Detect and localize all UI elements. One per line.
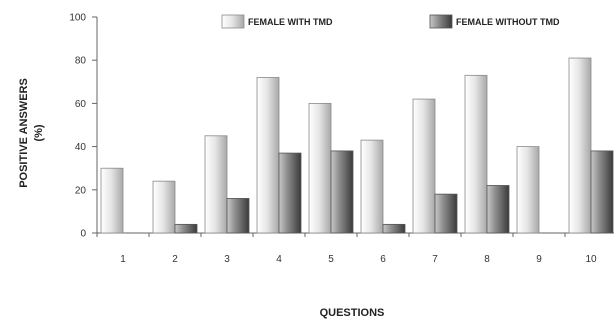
bar-female-with-tmd-q6: [360, 139, 384, 234]
x-tick-label: 4: [276, 254, 282, 265]
legend-swatch-female-with-tmd: [221, 14, 245, 29]
x-tick-label: 10: [585, 254, 597, 265]
bar-female-with-tmd-q4: [256, 77, 280, 234]
x-tick-label: 5: [328, 254, 334, 265]
x-tick-label: 1: [120, 254, 126, 265]
y-tick-label: 100: [69, 13, 86, 24]
bar-female-with-tmd-q1: [100, 167, 124, 234]
x-axis: 1 2 3 4 5 6 7 8 9 10: [96, 232, 614, 265]
x-tick-label: 8: [484, 254, 490, 265]
x-axis-title: QUESTIONS: [320, 307, 385, 319]
y-tick-label: 0: [80, 229, 86, 240]
bars-group: [100, 57, 614, 234]
legend-label-female-without-tmd: FEMALE WITHOUT TMD: [456, 17, 560, 27]
bar-female-with-tmd-q8: [464, 74, 488, 234]
bar-female-with-tmd-q5: [308, 103, 332, 234]
bar-female-without-tmd-q3: [226, 198, 250, 234]
bar-female-with-tmd-q2: [152, 180, 176, 234]
bar-female-without-tmd-q2: [174, 223, 198, 234]
y-tick-label: 20: [75, 185, 87, 196]
x-tick-label: 2: [172, 254, 178, 265]
bar-female-without-tmd-q5: [330, 150, 354, 234]
y-axis: 0 20 40 60 80 100: [69, 13, 98, 240]
legend-label-female-with-tmd: FEMALE WITH TMD: [248, 17, 333, 27]
x-tick-label: 6: [380, 254, 386, 265]
bar-female-without-tmd-q7: [434, 193, 458, 234]
bar-female-without-tmd-q4: [278, 152, 302, 234]
y-tick-label: 40: [75, 142, 87, 153]
y-axis-title-line2: (%): [33, 124, 45, 141]
bar-female-without-tmd-q8: [486, 185, 510, 234]
y-tick-label: 80: [75, 56, 87, 67]
x-tick-label: 3: [224, 254, 230, 265]
bar-female-with-tmd-q10: [568, 57, 592, 234]
bar-female-without-tmd-q6: [382, 223, 406, 234]
legend: FEMALE WITH TMD FEMALE WITHOUT TMD: [221, 14, 560, 29]
bar-female-with-tmd-q3: [204, 135, 228, 234]
bar-female-without-tmd-q10: [590, 150, 614, 234]
bar-female-with-tmd-q9: [516, 146, 540, 234]
y-axis-title-line1: POSITIVE ANSWERS: [18, 78, 30, 188]
y-tick-label: 60: [75, 99, 87, 110]
x-tick-label: 9: [536, 254, 542, 265]
legend-swatch-female-without-tmd: [429, 14, 453, 29]
bar-female-with-tmd-q7: [412, 98, 436, 234]
x-tick-label: 7: [432, 254, 438, 265]
